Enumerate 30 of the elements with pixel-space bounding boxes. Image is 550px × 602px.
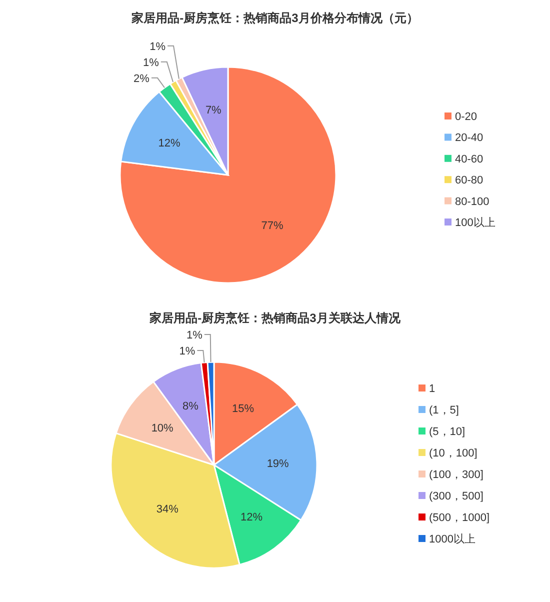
legend-label: 1000以上 (429, 532, 476, 546)
legend-label: (100，300] (429, 469, 484, 481)
data-label: 10% (151, 422, 174, 434)
legend-label: (1，5] (429, 404, 459, 416)
legend-label: 60-80 (455, 174, 484, 187)
data-label: 1% (179, 346, 196, 358)
data-label: 8% (182, 400, 199, 413)
data-label: 12% (158, 138, 181, 150)
chart-title: 家居用品-厨房烹饪：热销商品3月价格分布情况（元） (130, 11, 418, 25)
chart-title: 家居用品-厨房烹饪：热销商品3月关联达人情况 (148, 311, 402, 325)
data-label: 15% (232, 403, 254, 416)
data-label: 2% (134, 72, 150, 85)
data-label: 19% (266, 458, 290, 470)
data-label: 1% (150, 40, 166, 53)
legend-label: (300，500] (429, 490, 484, 502)
data-label: 12% (240, 512, 263, 524)
legend-label: 1 (429, 383, 436, 395)
legend-label: (5，10] (429, 426, 466, 438)
legend-label: 0-20 (455, 111, 478, 123)
legend-label: 100以上 (455, 216, 496, 229)
data-label: 1% (143, 56, 160, 69)
data-label: 34% (156, 504, 179, 516)
data-label: 7% (205, 104, 222, 117)
data-label: 77% (261, 220, 284, 232)
legend-label: (10，100] (429, 448, 478, 460)
legend-label: (500，1000] (429, 512, 490, 524)
legend-label: 20-40 (455, 132, 484, 144)
legend-label: 80-100 (455, 196, 490, 208)
data-label: 1% (186, 330, 203, 342)
legend-label: 40-60 (455, 153, 484, 166)
